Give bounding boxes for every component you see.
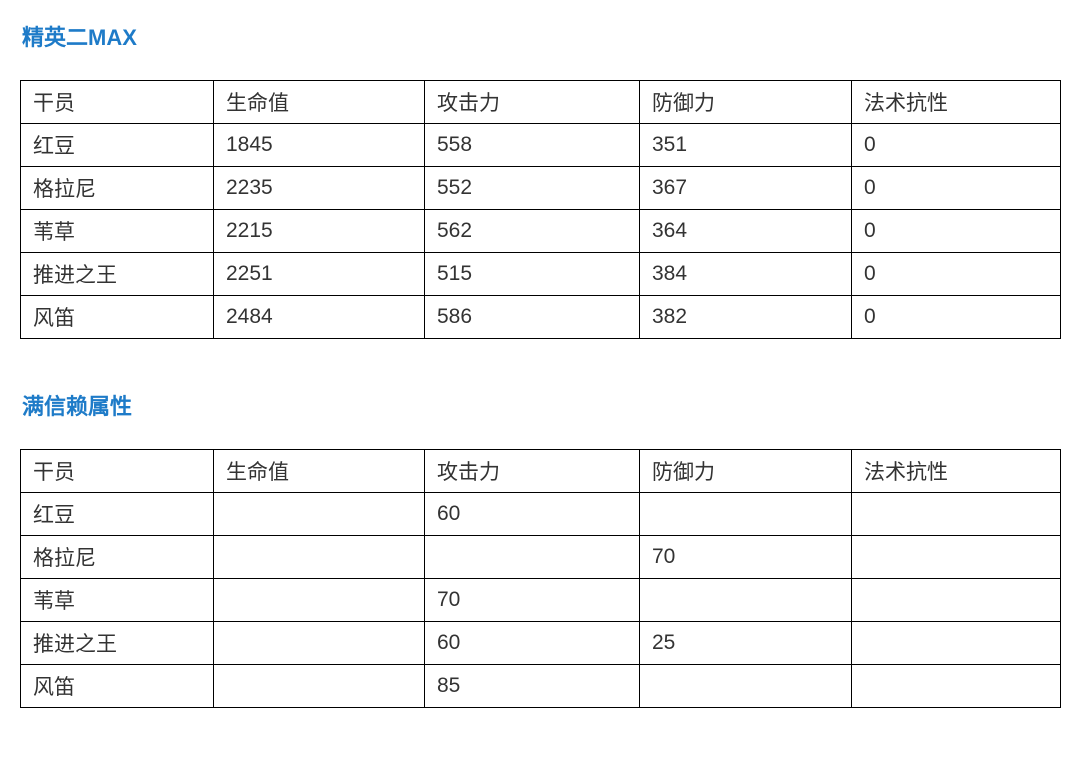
stats-table-trust: 干员 生命值 攻击力 防御力 法术抗性 红豆 60 格拉尼 70 苇草 70 <box>20 449 1061 708</box>
cell-atk: 562 <box>425 210 640 253</box>
table-row: 格拉尼 2235 552 367 0 <box>21 167 1061 210</box>
col-header-atk: 攻击力 <box>425 450 640 493</box>
cell-hp: 2235 <box>214 167 425 210</box>
table-row: 风笛 85 <box>21 665 1061 708</box>
cell-atk: 558 <box>425 124 640 167</box>
cell-operator: 红豆 <box>21 493 214 536</box>
cell-hp <box>214 579 425 622</box>
cell-res <box>852 665 1061 708</box>
cell-atk: 552 <box>425 167 640 210</box>
cell-hp: 2215 <box>214 210 425 253</box>
cell-hp: 2251 <box>214 253 425 296</box>
col-header-hp: 生命值 <box>214 450 425 493</box>
table-row: 风笛 2484 586 382 0 <box>21 296 1061 339</box>
cell-operator: 风笛 <box>21 296 214 339</box>
table-row: 推进之王 60 25 <box>21 622 1061 665</box>
cell-atk: 586 <box>425 296 640 339</box>
col-header-hp: 生命值 <box>214 81 425 124</box>
cell-operator: 苇草 <box>21 579 214 622</box>
stats-table-elite2: 干员 生命值 攻击力 防御力 法术抗性 红豆 1845 558 351 0 格拉… <box>20 80 1061 339</box>
cell-hp <box>214 622 425 665</box>
cell-def: 384 <box>640 253 852 296</box>
cell-res: 0 <box>852 296 1061 339</box>
col-header-atk: 攻击力 <box>425 81 640 124</box>
cell-operator: 推进之王 <box>21 253 214 296</box>
cell-def: 25 <box>640 622 852 665</box>
cell-res <box>852 493 1061 536</box>
cell-def: 70 <box>640 536 852 579</box>
cell-def: 367 <box>640 167 852 210</box>
cell-def <box>640 665 852 708</box>
section-elite2-max: 精英二MAX 干员 生命值 攻击力 防御力 法术抗性 红豆 1845 558 3… <box>20 20 1062 339</box>
col-header-res: 法术抗性 <box>852 81 1061 124</box>
cell-operator: 推进之王 <box>21 622 214 665</box>
table-row: 格拉尼 70 <box>21 536 1061 579</box>
cell-operator: 苇草 <box>21 210 214 253</box>
table-row: 推进之王 2251 515 384 0 <box>21 253 1061 296</box>
cell-res <box>852 536 1061 579</box>
cell-res: 0 <box>852 167 1061 210</box>
cell-operator: 格拉尼 <box>21 167 214 210</box>
cell-hp <box>214 493 425 536</box>
cell-def: 351 <box>640 124 852 167</box>
col-header-res: 法术抗性 <box>852 450 1061 493</box>
cell-res: 0 <box>852 210 1061 253</box>
section1-title: 精英二MAX <box>22 20 1062 52</box>
cell-atk: 60 <box>425 622 640 665</box>
cell-atk: 515 <box>425 253 640 296</box>
cell-operator: 红豆 <box>21 124 214 167</box>
col-header-def: 防御力 <box>640 450 852 493</box>
table-header-row: 干员 生命值 攻击力 防御力 法术抗性 <box>21 81 1061 124</box>
cell-operator: 风笛 <box>21 665 214 708</box>
cell-atk: 60 <box>425 493 640 536</box>
cell-hp <box>214 665 425 708</box>
cell-atk: 70 <box>425 579 640 622</box>
cell-atk <box>425 536 640 579</box>
cell-hp <box>214 536 425 579</box>
table-row: 红豆 60 <box>21 493 1061 536</box>
cell-atk: 85 <box>425 665 640 708</box>
cell-def: 364 <box>640 210 852 253</box>
cell-hp: 1845 <box>214 124 425 167</box>
cell-res: 0 <box>852 253 1061 296</box>
col-header-operator: 干员 <box>21 81 214 124</box>
table-header-row: 干员 生命值 攻击力 防御力 法术抗性 <box>21 450 1061 493</box>
table-row: 红豆 1845 558 351 0 <box>21 124 1061 167</box>
cell-hp: 2484 <box>214 296 425 339</box>
cell-operator: 格拉尼 <box>21 536 214 579</box>
cell-def <box>640 579 852 622</box>
table-row: 苇草 70 <box>21 579 1061 622</box>
cell-res <box>852 579 1061 622</box>
cell-def: 382 <box>640 296 852 339</box>
section2-title: 满信赖属性 <box>22 389 1062 421</box>
cell-res: 0 <box>852 124 1061 167</box>
section-trust: 满信赖属性 干员 生命值 攻击力 防御力 法术抗性 红豆 60 格拉尼 70 苇… <box>20 389 1062 708</box>
table-row: 苇草 2215 562 364 0 <box>21 210 1061 253</box>
col-header-operator: 干员 <box>21 450 214 493</box>
cell-res <box>852 622 1061 665</box>
col-header-def: 防御力 <box>640 81 852 124</box>
cell-def <box>640 493 852 536</box>
